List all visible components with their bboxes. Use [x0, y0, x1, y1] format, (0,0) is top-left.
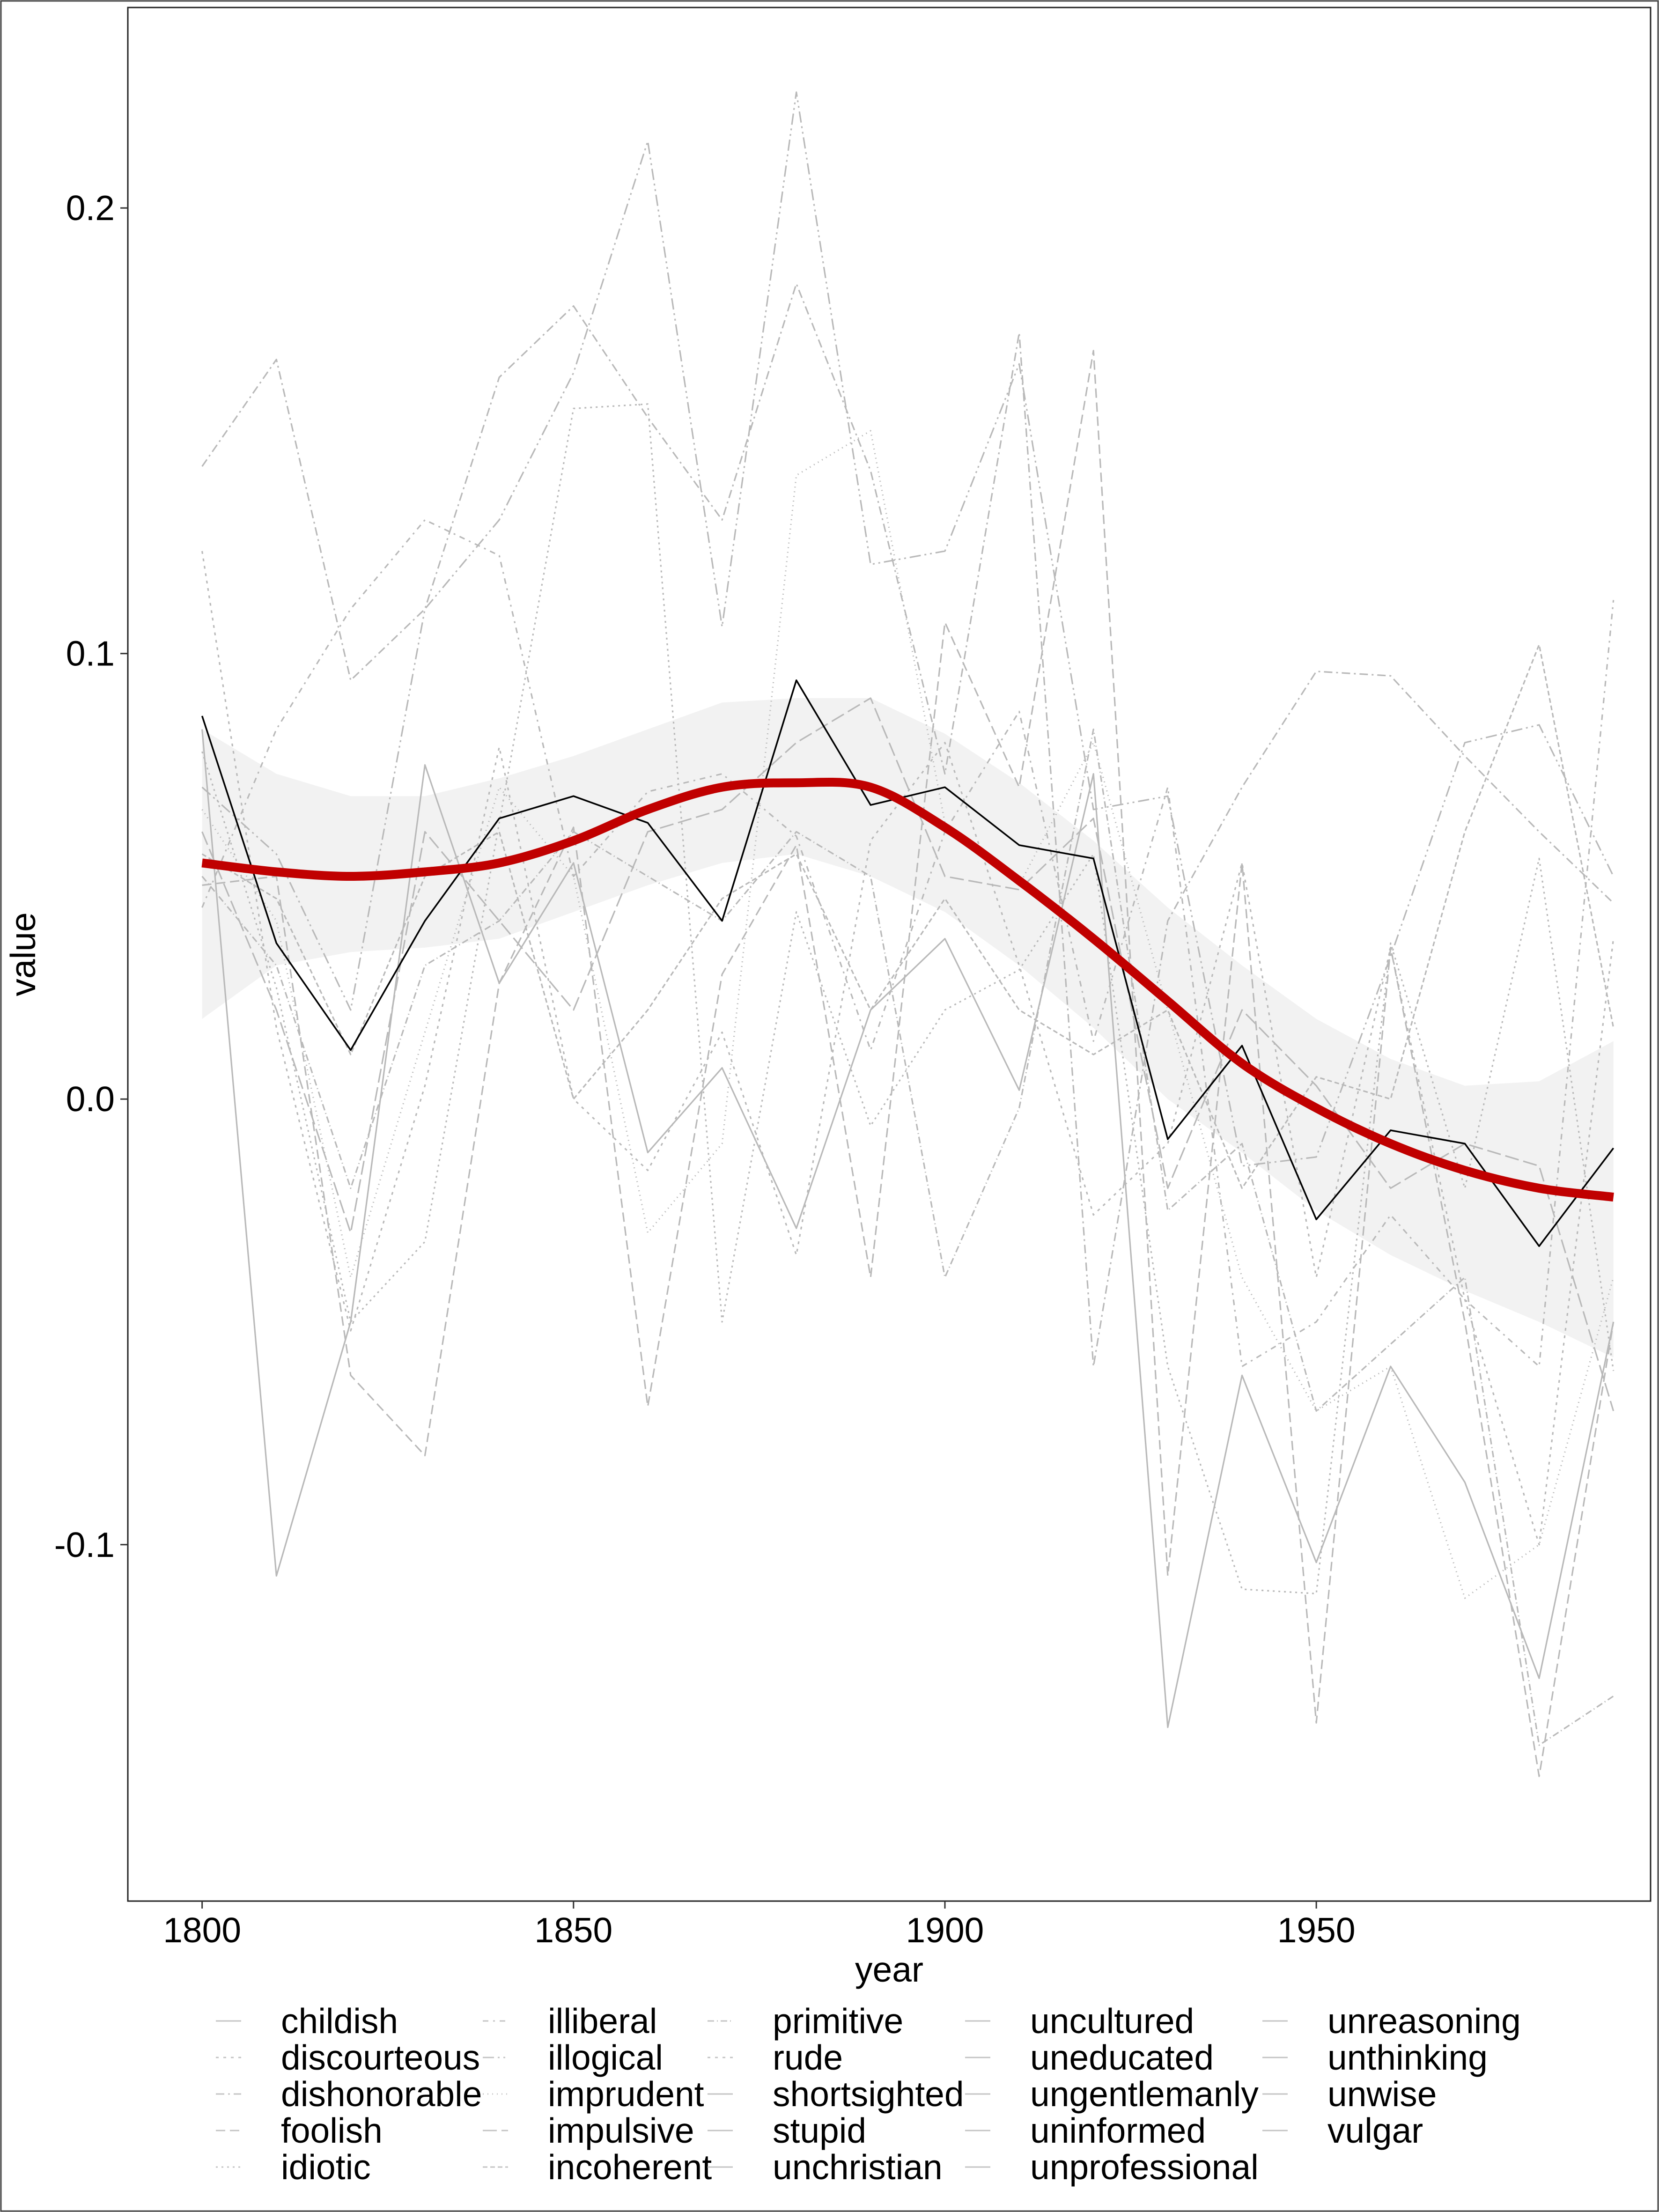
legend-label: vulgar — [1327, 2111, 1423, 2150]
background-series-line-11 — [201, 728, 1614, 1746]
y-tick-label: 0.1 — [66, 634, 115, 673]
x-axis: 1800 1850 1900 1950 — [163, 1901, 1356, 1950]
background-series-line-3 — [201, 283, 1614, 1367]
x-axis-title: year — [855, 1950, 923, 1989]
series-line-stupid — [201, 679, 1615, 1247]
x-tick-label: 1850 — [534, 1910, 612, 1950]
legend-label: discourteous — [281, 2038, 480, 2077]
x-tick-label: 1950 — [1277, 1910, 1356, 1950]
y-axis: -0.1 0.0 0.1 0.2 — [54, 188, 128, 1564]
legend-label: unchristian — [773, 2147, 943, 2187]
legend-label: ungentlemanly — [1030, 2074, 1259, 2114]
highlight-series — [201, 679, 1615, 1247]
x-tick-label: 1800 — [163, 1910, 241, 1950]
confidence-band — [202, 698, 1614, 1358]
background-series-line-7 — [201, 91, 1615, 1167]
legend-label: shortsighted — [773, 2074, 964, 2114]
legend: childishdiscourteousdishonorablefoolishi… — [216, 2001, 1521, 2187]
legend-label: primitive — [773, 2001, 903, 2041]
legend-label: imprudent — [548, 2074, 704, 2114]
legend-label: unthinking — [1327, 2038, 1488, 2077]
confidence-band-area — [202, 698, 1614, 1358]
legend-label: foolish — [281, 2111, 383, 2150]
legend-label: illiberal — [548, 2001, 657, 2041]
legend-label: uncultured — [1030, 2001, 1194, 2041]
y-axis-title: value — [3, 912, 43, 996]
legend-label: unreasoning — [1327, 2001, 1521, 2041]
legend-label: childish — [281, 2001, 398, 2041]
background-series-line-1 — [201, 729, 1615, 1728]
smooth-trend-path — [201, 777, 1614, 1202]
legend-label: uninformed — [1030, 2111, 1206, 2150]
legend-label: stupid — [773, 2111, 866, 2150]
y-tick-label: 0.2 — [66, 188, 115, 228]
legend-label: rude — [773, 2038, 843, 2077]
plot-panel — [127, 7, 1652, 1902]
legend-label: illogical — [548, 2038, 663, 2077]
legend-label: idiotic — [281, 2147, 371, 2187]
smooth-trend-line — [201, 777, 1614, 1202]
y-tick-label: -0.1 — [54, 1525, 115, 1564]
x-tick-label: 1900 — [906, 1910, 984, 1950]
legend-label: uneducated — [1030, 2038, 1214, 2077]
background-series-line-5 — [201, 403, 1615, 1594]
legend-label: impulsive — [548, 2111, 694, 2150]
background-series-line-9 — [201, 697, 1615, 1411]
legend-label: unwise — [1327, 2074, 1437, 2114]
legend-label: incoherent — [548, 2147, 712, 2187]
background-series — [201, 91, 1615, 1777]
legend-label: dishonorable — [281, 2074, 482, 2114]
background-series-line-8 — [201, 430, 1615, 1599]
background-series-line-4 — [202, 350, 1615, 1777]
legend-label: unprofessional — [1030, 2147, 1259, 2187]
y-tick-label: 0.0 — [66, 1079, 115, 1119]
